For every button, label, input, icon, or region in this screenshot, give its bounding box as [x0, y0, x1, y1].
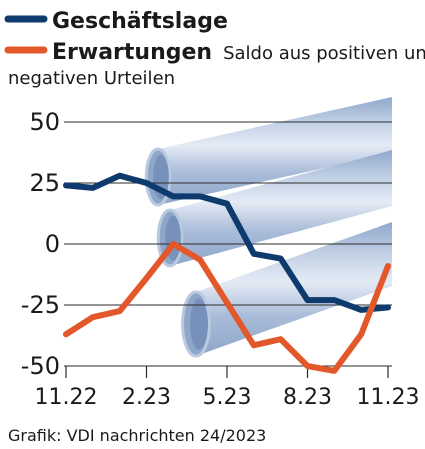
legend-series-name-erwartungen: Erwartungen — [52, 40, 212, 65]
pipes-illustration — [144, 97, 392, 358]
pipe-body — [158, 97, 392, 205]
legend-item-erwartungen: Erwartungen Saldo aus positiven und — [4, 40, 425, 65]
legend-note-line2: negativen Urteilen — [8, 68, 175, 89]
legend-item-geschaeftslage: Geschäftslage — [4, 9, 228, 34]
x-tick-label: 2.23 — [122, 385, 171, 410]
legend-label-geschaeftslage: Geschäftslage — [52, 9, 228, 34]
y-tick-label: -50 — [21, 352, 60, 380]
x-tick-label: 11.22 — [35, 385, 98, 410]
y-axis: 50 25 0 -25 -50 — [21, 108, 60, 380]
y-tick-label: 50 — [29, 108, 60, 136]
series-layer — [63, 172, 391, 374]
y-tick-label: -25 — [21, 291, 60, 319]
pipe-body — [196, 222, 392, 356]
x-tick-label: 8.23 — [283, 385, 332, 410]
x-tick-label: 5.23 — [203, 385, 252, 410]
x-axis: 11.22 2.23 5.23 8.23 11.23 — [35, 366, 420, 410]
x-tick-label: 11.23 — [357, 385, 420, 410]
source-note: Grafik: VDI nachrichten 24/2023 — [8, 426, 266, 445]
pipe-inner — [190, 298, 208, 350]
y-tick-label: 0 — [45, 230, 60, 258]
legend-note-line1: Saldo aus positiven und — [223, 43, 425, 64]
y-tick-label: 25 — [29, 169, 60, 197]
pipe — [181, 222, 392, 358]
legend-label-erwartungen: Erwartungen Saldo aus positiven und — [52, 40, 425, 65]
pipe-body — [170, 150, 392, 266]
legend: Geschäftslage Erwartungen Saldo aus posi… — [4, 9, 425, 89]
